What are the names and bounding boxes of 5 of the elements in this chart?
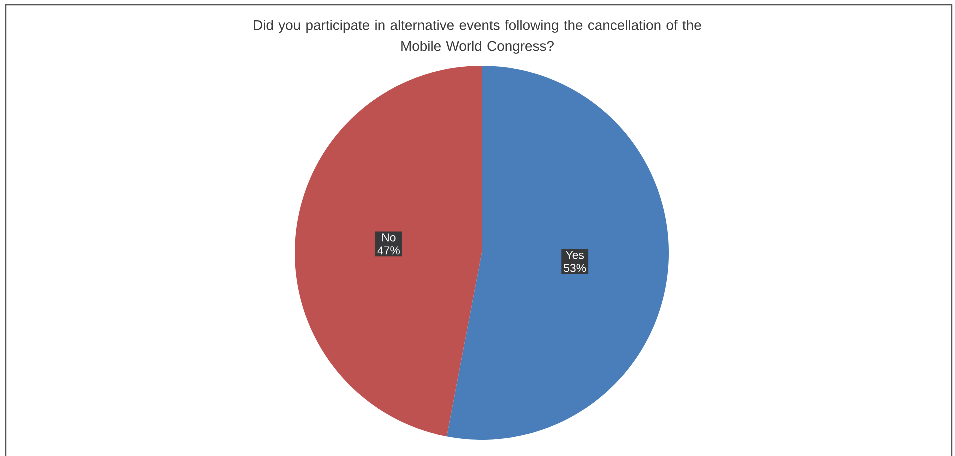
slice-label: Yes (566, 251, 584, 260)
slice-label: No (382, 234, 396, 242)
chart-title: Did you participate in alternative events following the cancellation of the Mobile World Congress? (254, 20, 702, 54)
data-label: 53% (564, 264, 586, 272)
data-label: 47% (378, 246, 400, 255)
